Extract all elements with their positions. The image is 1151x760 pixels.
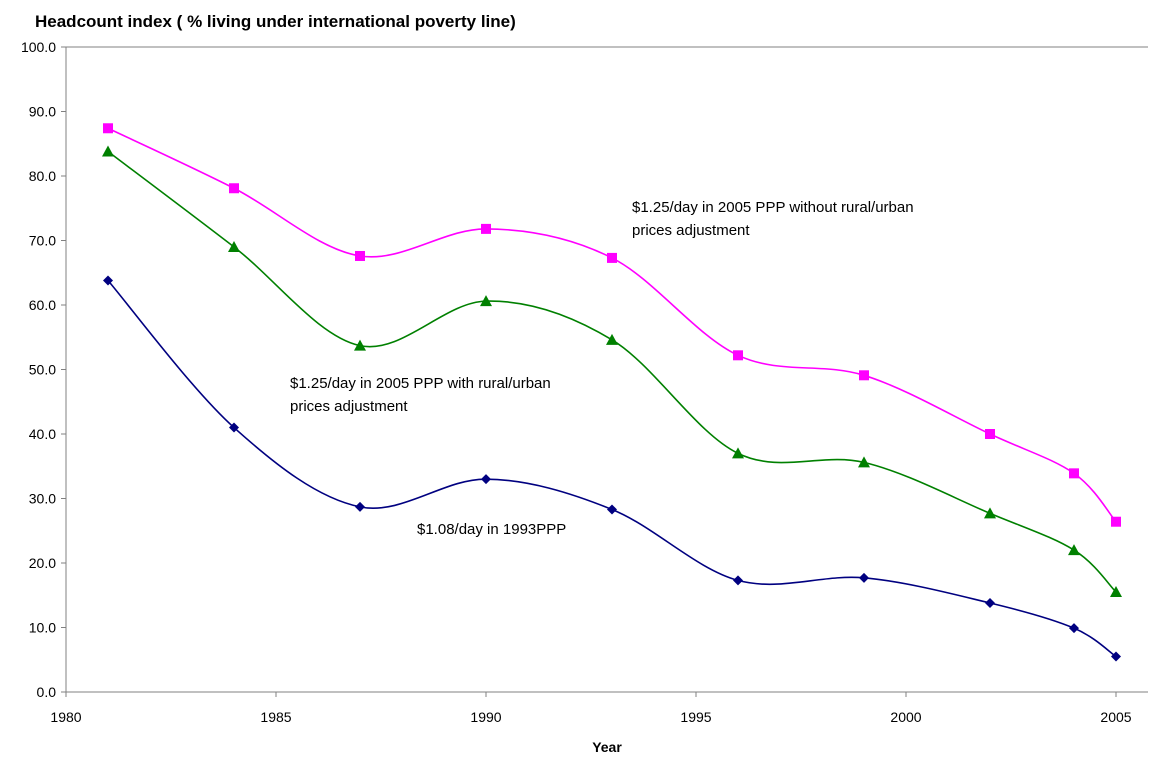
y-tick-label: 70.0 [29,233,56,249]
data-point [859,370,869,381]
axes [65,46,1148,693]
data-point [481,223,491,234]
data-point [480,295,492,307]
y-tick-label: 90.0 [29,104,56,120]
series-line-2 [107,150,1117,593]
data-point [733,350,743,361]
y-tick-label: 60.0 [29,297,56,313]
data-point [103,123,113,134]
series-annotation: $1.25/day in 2005 PPP without rural/urba… [632,199,914,216]
data-point [355,250,365,261]
y-tick-label: 30.0 [29,491,56,507]
y-tick-label: 100.0 [21,39,56,55]
data-point [229,422,239,433]
data-point [1069,468,1079,479]
y-tick-label: 40.0 [29,426,56,442]
data-point [1110,586,1122,598]
x-axis-label: Year [592,739,622,755]
data-point [606,333,618,345]
data-point [229,183,239,194]
series-annotation: prices adjustment [632,222,750,239]
x-tick-label: 1990 [470,709,501,725]
data-point [1069,623,1079,634]
data-point [354,339,366,351]
x-tick-label: 2000 [890,709,921,725]
data-point [607,252,617,263]
y-tick-label: 20.0 [29,555,56,571]
data-point [985,597,995,608]
series-annotation: $1.08/day in 1993PPP [417,521,566,538]
series-annotation: $1.25/day in 2005 PPP with rural/urban [290,375,551,392]
data-point [355,501,365,512]
series-annotation: prices adjustment [290,398,408,415]
data-point [607,504,617,515]
series-line-1 [107,127,1117,523]
annotations: $1.25/day in 2005 PPP without rural/urba… [290,199,914,538]
x-tick-label: 1995 [680,709,711,725]
data-point [481,474,491,485]
data-point [732,447,744,459]
data-point [103,275,113,286]
x-tick-label: 2005 [1100,709,1131,725]
y-tick-label: 80.0 [29,168,56,184]
data-point [1111,516,1121,527]
y-ticks: 0.0 10.0 20.0 30.0 40.0 50.0 60.0 70.0 80.0 90.0 1… [21,39,66,700]
data-point [858,456,870,468]
y-tick-label: 0.0 [37,684,57,700]
x-ticks: 1980 1985 1990 1995 2000 2005 [50,692,1132,725]
data-point [228,240,240,252]
data-point [102,145,114,157]
x-tick-label: 1980 [50,709,81,725]
chart-title: Headcount index ( % living under interna… [35,12,516,31]
data-point [1068,544,1080,556]
data-point [984,507,996,519]
y-tick-label: 10.0 [29,620,56,636]
data-point [859,572,869,583]
data-point [733,575,743,586]
data-point [1111,651,1121,662]
data-point [985,429,995,439]
x-tick-label: 1985 [260,709,291,725]
y-tick-label: 50.0 [29,362,56,378]
series-group [102,123,1122,662]
